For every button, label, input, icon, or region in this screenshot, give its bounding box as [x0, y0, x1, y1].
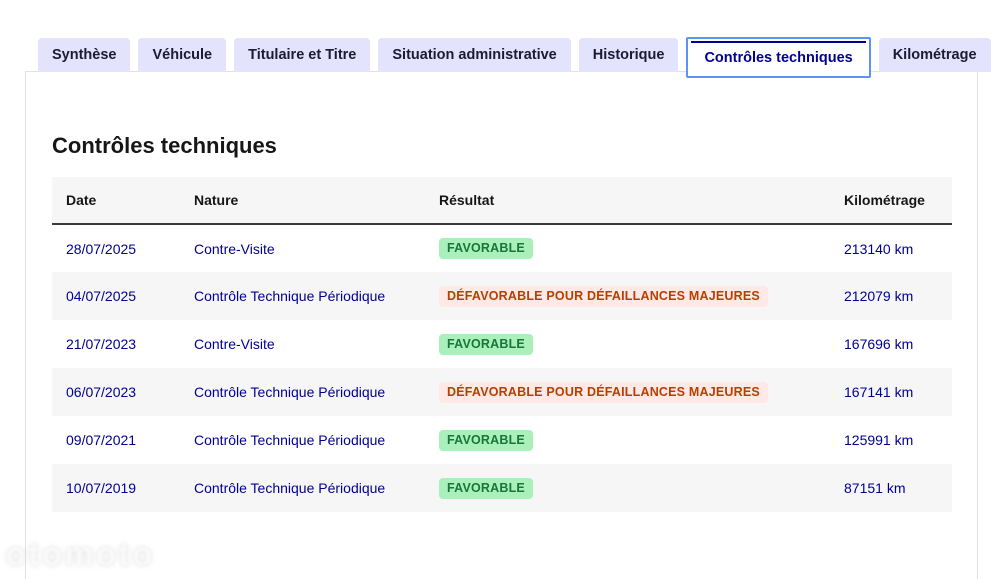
cell-resultat: FAVORABLE	[425, 320, 830, 368]
cell-date: 28/07/2025	[66, 240, 137, 257]
tab-situation-administrative[interactable]: Situation administrative	[378, 38, 571, 72]
cell-resultat: FAVORABLE	[425, 416, 830, 464]
table-row: 21/07/2023 Contre-Visite FAVORABLE 16769…	[52, 320, 952, 368]
cell-nature: Contrôle Technique Périodique	[194, 288, 386, 304]
tab-bar: Synthèse Véhicule Titulaire et Titre Sit…	[38, 37, 991, 78]
cell-date: 06/07/2023	[66, 384, 137, 400]
table-row: 06/07/2023 Contrôle Technique Périodique…	[52, 368, 952, 416]
cell-kilometrage: 213140 km	[844, 240, 914, 257]
tab-controles-techniques[interactable]: Contrôles techniques	[686, 37, 871, 78]
result-badge: DÉFAVORABLE POUR DÉFAILLANCES MAJEURES	[439, 285, 768, 307]
result-badge: DÉFAVORABLE POUR DÉFAILLANCES MAJEURES	[439, 381, 768, 403]
table-row: 09/07/2021 Contrôle Technique Périodique…	[52, 416, 952, 464]
cell-nature: Contrôle Technique Périodique	[194, 384, 386, 400]
table-row: 28/07/2025 Contre-Visite FAVORABLE 21314…	[52, 224, 952, 272]
cell-kilometrage: 125991 km	[844, 432, 914, 448]
cell-date: 09/07/2021	[66, 432, 137, 448]
cell-nature: Contrôle Technique Périodique	[194, 480, 386, 496]
cell-date: 21/07/2023	[66, 336, 137, 352]
tab-titulaire-et-titre[interactable]: Titulaire et Titre	[234, 38, 371, 72]
result-badge: FAVORABLE	[439, 238, 533, 259]
cell-date: 04/07/2025	[66, 288, 137, 304]
cell-resultat: DÉFAVORABLE POUR DÉFAILLANCES MAJEURES	[425, 272, 830, 320]
cell-resultat: DÉFAVORABLE POUR DÉFAILLANCES MAJEURES	[425, 368, 830, 416]
cell-nature: Contre-Visite	[194, 240, 275, 257]
tab-kilometrage[interactable]: Kilométrage	[878, 38, 991, 72]
result-badge: FAVORABLE	[439, 333, 533, 355]
tab-historique[interactable]: Historique	[578, 38, 679, 72]
cell-kilometrage: 167696 km	[844, 336, 914, 352]
header-date: Date	[52, 177, 180, 225]
inspections-table: Date Nature Résultat Kilométrage 28/07/2…	[52, 177, 952, 512]
result-badge: FAVORABLE	[439, 429, 533, 451]
table-header-row: Date Nature Résultat Kilométrage	[52, 177, 952, 225]
header-resultat: Résultat	[425, 177, 830, 225]
result-badge: FAVORABLE	[439, 477, 533, 499]
page-title: Contrôles techniques	[52, 133, 277, 158]
table-row: 10/07/2019 Contrôle Technique Périodique…	[52, 464, 952, 512]
table-row: 04/07/2025 Contrôle Technique Périodique…	[52, 272, 952, 320]
cell-nature: Contre-Visite	[194, 336, 275, 352]
tab-vehicule[interactable]: Véhicule	[138, 38, 227, 72]
tab-synthese[interactable]: Synthèse	[38, 38, 131, 72]
header-nature: Nature	[180, 177, 425, 225]
cell-resultat: FAVORABLE	[425, 464, 830, 512]
cell-kilometrage: 167141 km	[844, 384, 914, 400]
cell-date: 10/07/2019	[66, 480, 137, 496]
header-kilometrage: Kilométrage	[830, 177, 952, 225]
cell-kilometrage: 212079 km	[844, 288, 914, 304]
cell-nature: Contrôle Technique Périodique	[194, 432, 386, 448]
photo-watermark: otomoto	[6, 536, 155, 572]
cell-resultat: FAVORABLE	[425, 224, 830, 272]
cell-kilometrage: 87151 km	[844, 480, 906, 496]
